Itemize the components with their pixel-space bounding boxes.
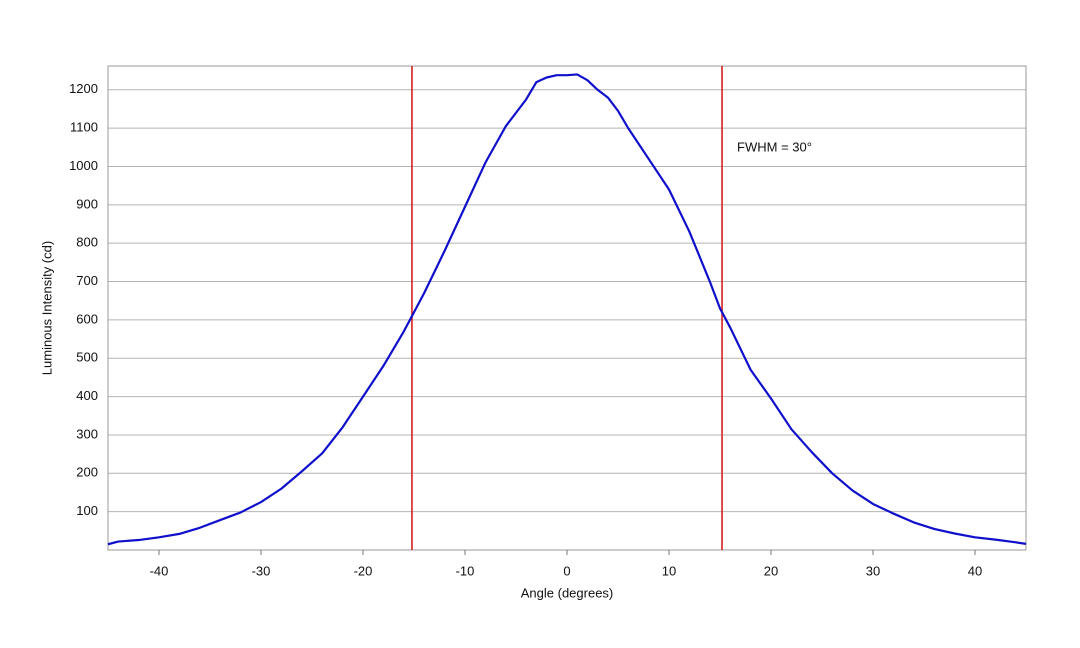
x-tick-label: 40 bbox=[968, 563, 982, 578]
x-tick-label: 10 bbox=[662, 563, 676, 578]
y-tick-label: 1200 bbox=[69, 81, 98, 96]
x-tick-label: -20 bbox=[354, 563, 373, 578]
y-tick-label: 600 bbox=[76, 311, 98, 326]
y-tick-label: 1000 bbox=[69, 158, 98, 173]
x-tick-label: 30 bbox=[866, 563, 880, 578]
y-tick-label: 700 bbox=[76, 273, 98, 288]
x-axis-label: Angle (degrees) bbox=[521, 585, 614, 600]
data-line bbox=[107, 73, 1027, 546]
x-tick-label: -40 bbox=[150, 563, 169, 578]
annotation: FWHM = 30° bbox=[737, 139, 812, 154]
x-tick-label: 0 bbox=[563, 563, 570, 578]
x-tick-label: -10 bbox=[456, 563, 475, 578]
y-tick-label: 500 bbox=[76, 350, 98, 365]
y-axis-label: Luminous Intensity (cd) bbox=[39, 241, 54, 375]
y-tick-label: 400 bbox=[76, 388, 98, 403]
x-tick-label: -30 bbox=[252, 563, 271, 578]
y-tick-label: 100 bbox=[76, 503, 98, 518]
x-tick-label: 20 bbox=[764, 563, 778, 578]
y-tick-label: 1100 bbox=[70, 120, 98, 135]
y-tick-label: 900 bbox=[76, 196, 98, 211]
y-tick-label: 200 bbox=[76, 465, 98, 480]
y-tick-label: 800 bbox=[76, 235, 98, 250]
y-tick-label: 300 bbox=[76, 426, 98, 441]
